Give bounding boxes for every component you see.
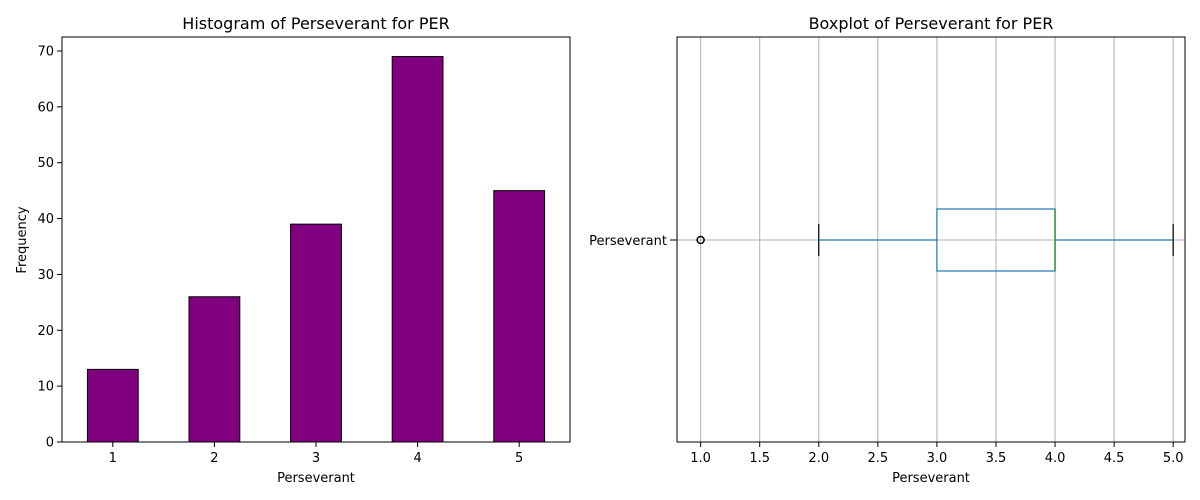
boxplot-body bbox=[696, 208, 1174, 272]
boxplot-x-tick-label: 4.5 bbox=[1104, 451, 1125, 466]
histogram-y-tick-label: 20 bbox=[37, 324, 54, 339]
histogram-x-tick-label: 4 bbox=[413, 451, 421, 466]
boxplot-chart: Boxplot of Perseverant for PER 1.0 1.5 2.0… bbox=[589, 14, 1186, 486]
boxplot-x-tick-label: 3.0 bbox=[927, 451, 948, 466]
histogram-x-tick-label: 2 bbox=[210, 451, 218, 466]
histogram-bar bbox=[188, 296, 241, 443]
boxplot-x-label: Perseverant bbox=[892, 471, 970, 486]
histogram-y-label: Frequency bbox=[15, 206, 30, 273]
histogram-y-axis: 0 10 20 30 40 50 60 70 bbox=[37, 44, 62, 451]
boxplot-x-tick-label: 1.0 bbox=[690, 451, 711, 466]
boxplot-x-tick-label: 1.5 bbox=[749, 451, 770, 466]
histogram-bar bbox=[493, 190, 546, 443]
histogram-bars bbox=[86, 56, 546, 443]
histogram-x-tick-label: 1 bbox=[109, 451, 117, 466]
boxplot-x-tick-label: 5.0 bbox=[1163, 451, 1184, 466]
histogram-bar bbox=[290, 223, 342, 443]
histogram-y-tick-label: 70 bbox=[37, 44, 54, 59]
histogram-y-tick-label: 50 bbox=[37, 156, 54, 171]
boxplot-title: Boxplot of Perseverant for PER bbox=[809, 14, 1054, 33]
boxplot-x-tick-label: 2.0 bbox=[808, 451, 829, 466]
boxplot-x-axis: 1.0 1.5 2.0 2.5 3.0 3.5 4.0 4.5 5.0 bbox=[690, 442, 1184, 466]
histogram-y-tick-label: 10 bbox=[37, 380, 54, 395]
histogram-chart: Histogram of Perseverant for PER 0102030… bbox=[15, 14, 571, 486]
boxplot-category-label: Perseverant bbox=[589, 234, 667, 249]
histogram-x-label: Perseverant bbox=[277, 471, 355, 486]
boxplot-outlier bbox=[696, 235, 705, 245]
histogram-x-tick-label: 5 bbox=[515, 451, 523, 466]
histogram-y-tick-label: 60 bbox=[37, 100, 54, 115]
histogram-bar bbox=[86, 368, 139, 443]
histogram-bar bbox=[391, 56, 444, 443]
histogram-y-tick-label: 30 bbox=[37, 268, 54, 283]
histogram-title: Histogram of Perseverant for PER bbox=[182, 14, 449, 33]
histogram-y-tick-label: 40 bbox=[37, 212, 54, 227]
boxplot-x-tick-label: 2.5 bbox=[867, 451, 888, 466]
histogram-x-tick-label: 3 bbox=[312, 451, 320, 466]
boxplot-x-tick-label: 4.0 bbox=[1045, 451, 1066, 466]
boxplot-x-tick-label: 3.5 bbox=[986, 451, 1007, 466]
histogram-x-axis: 1 2 3 4 5 bbox=[109, 442, 523, 466]
histogram-y-tick-label: 0 bbox=[46, 436, 54, 451]
